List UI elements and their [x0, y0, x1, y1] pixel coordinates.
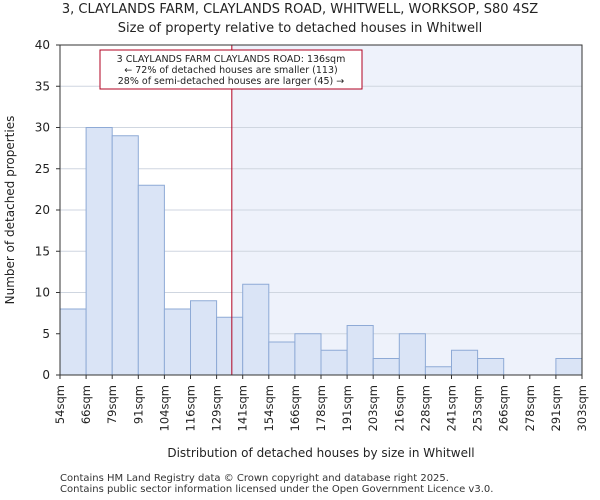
annotation-box: 3 CLAYLANDS FARM CLAYLANDS ROAD: 136sqm … [99, 49, 363, 90]
x-tick-label: 241sqm [445, 385, 459, 431]
footer-line-2: Contains public sector information licen… [60, 484, 494, 495]
x-tick-label: 79sqm [105, 385, 119, 424]
x-tick-label: 54sqm [53, 385, 67, 424]
x-tick-label: 291sqm [549, 385, 563, 431]
bar [451, 349, 479, 376]
x-ticks: 54sqm 66sqm 79sqm 91sqm 104sqm 116sqm 129sqm 14… [53, 375, 589, 431]
annotation-line-2: ← 72% of detached houses are smaller (11… [124, 65, 337, 76]
bar [320, 349, 348, 376]
x-tick-label: 216sqm [392, 385, 406, 431]
annotation-line-3: 28% of semi-detached houses are larger (… [118, 76, 345, 87]
annotation-border [99, 49, 363, 90]
x-tick-label: 228sqm [418, 385, 432, 431]
bar [216, 316, 244, 376]
bar [163, 308, 191, 376]
x-tick-label: 253sqm [471, 385, 485, 431]
y-tick-label: 40 [35, 38, 50, 52]
bars-group [59, 127, 583, 376]
x-tick-label: 178sqm [314, 385, 328, 431]
x-axis-label: Distribution of detached houses by size … [167, 446, 474, 460]
y-tick-label: 10 [35, 286, 50, 300]
y-tick-label: 0 [42, 368, 50, 382]
bar [477, 358, 505, 376]
bar-chart: 0 5 10 15 20 25 30 35 40 54sqm 66sqm 79sqm 91sqm 104… [3, 38, 589, 460]
bar [111, 135, 139, 376]
bar [294, 333, 322, 376]
y-ticks: 0 5 10 15 20 25 30 35 40 [35, 38, 60, 382]
chart-title: 3, CLAYLANDS FARM, CLAYLANDS ROAD, WHITW… [61, 2, 539, 17]
bar [372, 358, 400, 376]
bar [424, 366, 452, 376]
x-tick-label: 91sqm [131, 385, 145, 424]
x-tick-label: 266sqm [497, 385, 511, 431]
x-tick-label: 191sqm [340, 385, 354, 431]
bar [398, 333, 426, 376]
bar [555, 358, 583, 376]
y-tick-label: 20 [35, 203, 50, 217]
y-tick-label: 5 [42, 327, 50, 341]
x-tick-label: 278sqm [523, 385, 537, 431]
x-tick-label: 104sqm [157, 385, 171, 431]
chart-subtitle: Size of property relative to detached ho… [117, 21, 483, 36]
bar [268, 341, 296, 376]
y-tick-label: 30 [35, 121, 50, 135]
x-tick-label: 129sqm [210, 385, 224, 431]
y-tick-label: 25 [35, 162, 50, 176]
y-tick-label: 35 [35, 79, 50, 93]
bar [346, 325, 374, 376]
bar [137, 184, 165, 376]
x-tick-label: 166sqm [288, 385, 302, 431]
x-tick-label: 303sqm [575, 385, 589, 431]
bar [242, 283, 270, 376]
x-tick-label: 66sqm [79, 385, 93, 424]
annotation-line-1: 3 CLAYLANDS FARM CLAYLANDS ROAD: 136sqm [117, 54, 346, 65]
bar [190, 300, 218, 376]
x-tick-label: 141sqm [236, 385, 250, 431]
x-tick-label: 116sqm [184, 385, 198, 431]
x-tick-label: 154sqm [262, 385, 276, 431]
bar [59, 308, 87, 376]
y-tick-label: 15 [35, 244, 50, 258]
x-tick-label: 203sqm [366, 385, 380, 431]
bar [85, 127, 113, 376]
footer-line-1: Contains HM Land Registry data © Crown c… [60, 473, 449, 484]
y-axis-label: Number of detached properties [3, 116, 17, 305]
